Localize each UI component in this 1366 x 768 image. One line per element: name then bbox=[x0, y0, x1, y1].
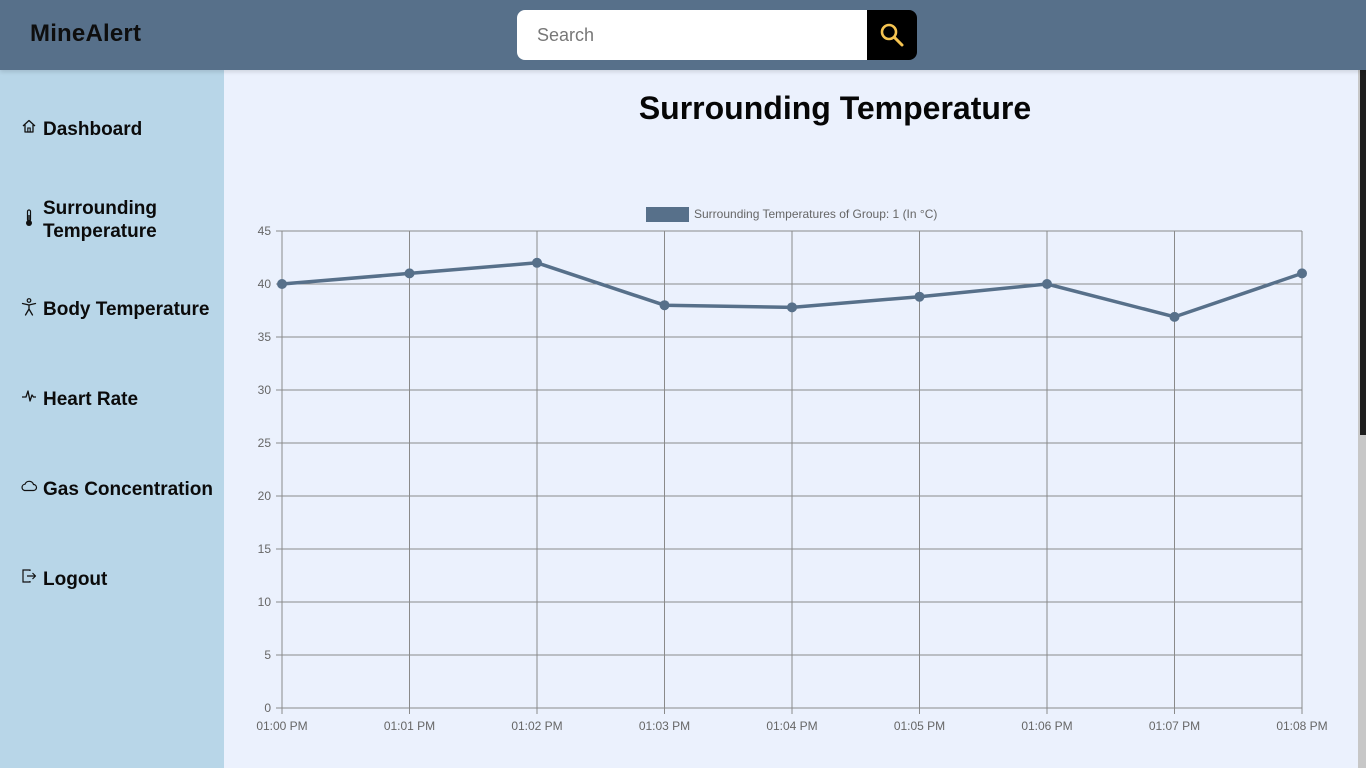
sidebar-item-gas-concentration[interactable]: Gas Concentration bbox=[20, 478, 213, 501]
sidebar-item-label: Logout bbox=[43, 569, 108, 590]
x-tick-label: 01:00 PM bbox=[256, 719, 307, 733]
top-bar: MineAlert bbox=[0, 0, 1366, 70]
sidebar-item-label: Dashboard bbox=[43, 119, 143, 140]
cloud-icon bbox=[20, 478, 38, 494]
legend-label: Surrounding Temperatures of Group: 1 (In… bbox=[694, 207, 937, 221]
sidebar: Dashboard Surrounding Temperature Body T… bbox=[0, 70, 224, 768]
y-tick-label: 15 bbox=[258, 542, 272, 556]
sidebar-item-label: Surrounding Temperature bbox=[43, 198, 157, 242]
y-tick-label: 20 bbox=[258, 489, 272, 503]
x-tick-label: 01:06 PM bbox=[1021, 719, 1072, 733]
y-tick-label: 30 bbox=[258, 383, 272, 397]
sidebar-item-logout[interactable]: Logout bbox=[20, 568, 107, 591]
data-point bbox=[1042, 279, 1052, 289]
x-tick-label: 01:07 PM bbox=[1149, 719, 1200, 733]
legend-swatch bbox=[646, 207, 689, 222]
y-tick-label: 35 bbox=[258, 330, 272, 344]
x-tick-label: 01:01 PM bbox=[384, 719, 435, 733]
scrollbar-thumb[interactable] bbox=[1360, 70, 1366, 435]
data-point bbox=[404, 268, 415, 279]
search-input[interactable] bbox=[517, 10, 867, 60]
heartbeat-icon bbox=[20, 388, 38, 404]
sidebar-item-label: Body Temperature bbox=[43, 299, 210, 320]
sidebar-item-dashboard[interactable]: Dashboard bbox=[20, 118, 142, 141]
y-tick-label: 25 bbox=[258, 436, 272, 450]
sidebar-item-surrounding-temperature[interactable]: Surrounding Temperature bbox=[20, 197, 223, 243]
logout-icon bbox=[20, 568, 38, 584]
y-tick-label: 5 bbox=[264, 648, 271, 662]
page-title: Surrounding Temperature bbox=[638, 90, 1032, 126]
data-point bbox=[659, 300, 670, 311]
sidebar-item-body-temperature[interactable]: Body Temperature bbox=[20, 298, 209, 321]
sidebar-item-label: Gas Concentration bbox=[43, 479, 213, 500]
x-tick-label: 01:02 PM bbox=[511, 719, 562, 733]
search-button[interactable] bbox=[867, 10, 917, 60]
x-tick-label: 01:08 PM bbox=[1276, 719, 1327, 733]
data-point bbox=[532, 257, 542, 268]
brand-logo-text[interactable]: MineAlert bbox=[30, 20, 142, 47]
x-tick-label: 01:05 PM bbox=[894, 719, 945, 733]
y-tick-label: 45 bbox=[258, 224, 272, 238]
search-icon bbox=[880, 23, 904, 47]
search-bar bbox=[517, 10, 917, 60]
data-point bbox=[1169, 311, 1180, 322]
y-tick-label: 40 bbox=[258, 277, 272, 291]
data-point bbox=[914, 291, 925, 302]
sidebar-item-label: Heart Rate bbox=[43, 389, 139, 410]
thermometer-icon bbox=[20, 197, 38, 227]
main-content: Surrounding Temperature 0 5 10 15 20 25 30 35 40… bbox=[224, 70, 1358, 768]
temperature-line-chart: 0 5 10 15 20 25 30 35 40 45 01:00 PM 01:01 PM 01:02 … bbox=[256, 207, 1328, 733]
person-icon bbox=[20, 298, 38, 316]
x-tick-label: 01:04 PM bbox=[766, 719, 817, 733]
x-tick-label: 01:03 PM bbox=[639, 719, 690, 733]
data-point bbox=[1297, 268, 1307, 279]
home-icon bbox=[20, 118, 38, 134]
y-tick-label: 0 bbox=[264, 701, 271, 715]
data-point bbox=[787, 302, 797, 313]
sidebar-item-heart-rate[interactable]: Heart Rate bbox=[20, 388, 138, 411]
y-tick-label: 10 bbox=[258, 595, 272, 609]
data-point bbox=[277, 279, 287, 289]
